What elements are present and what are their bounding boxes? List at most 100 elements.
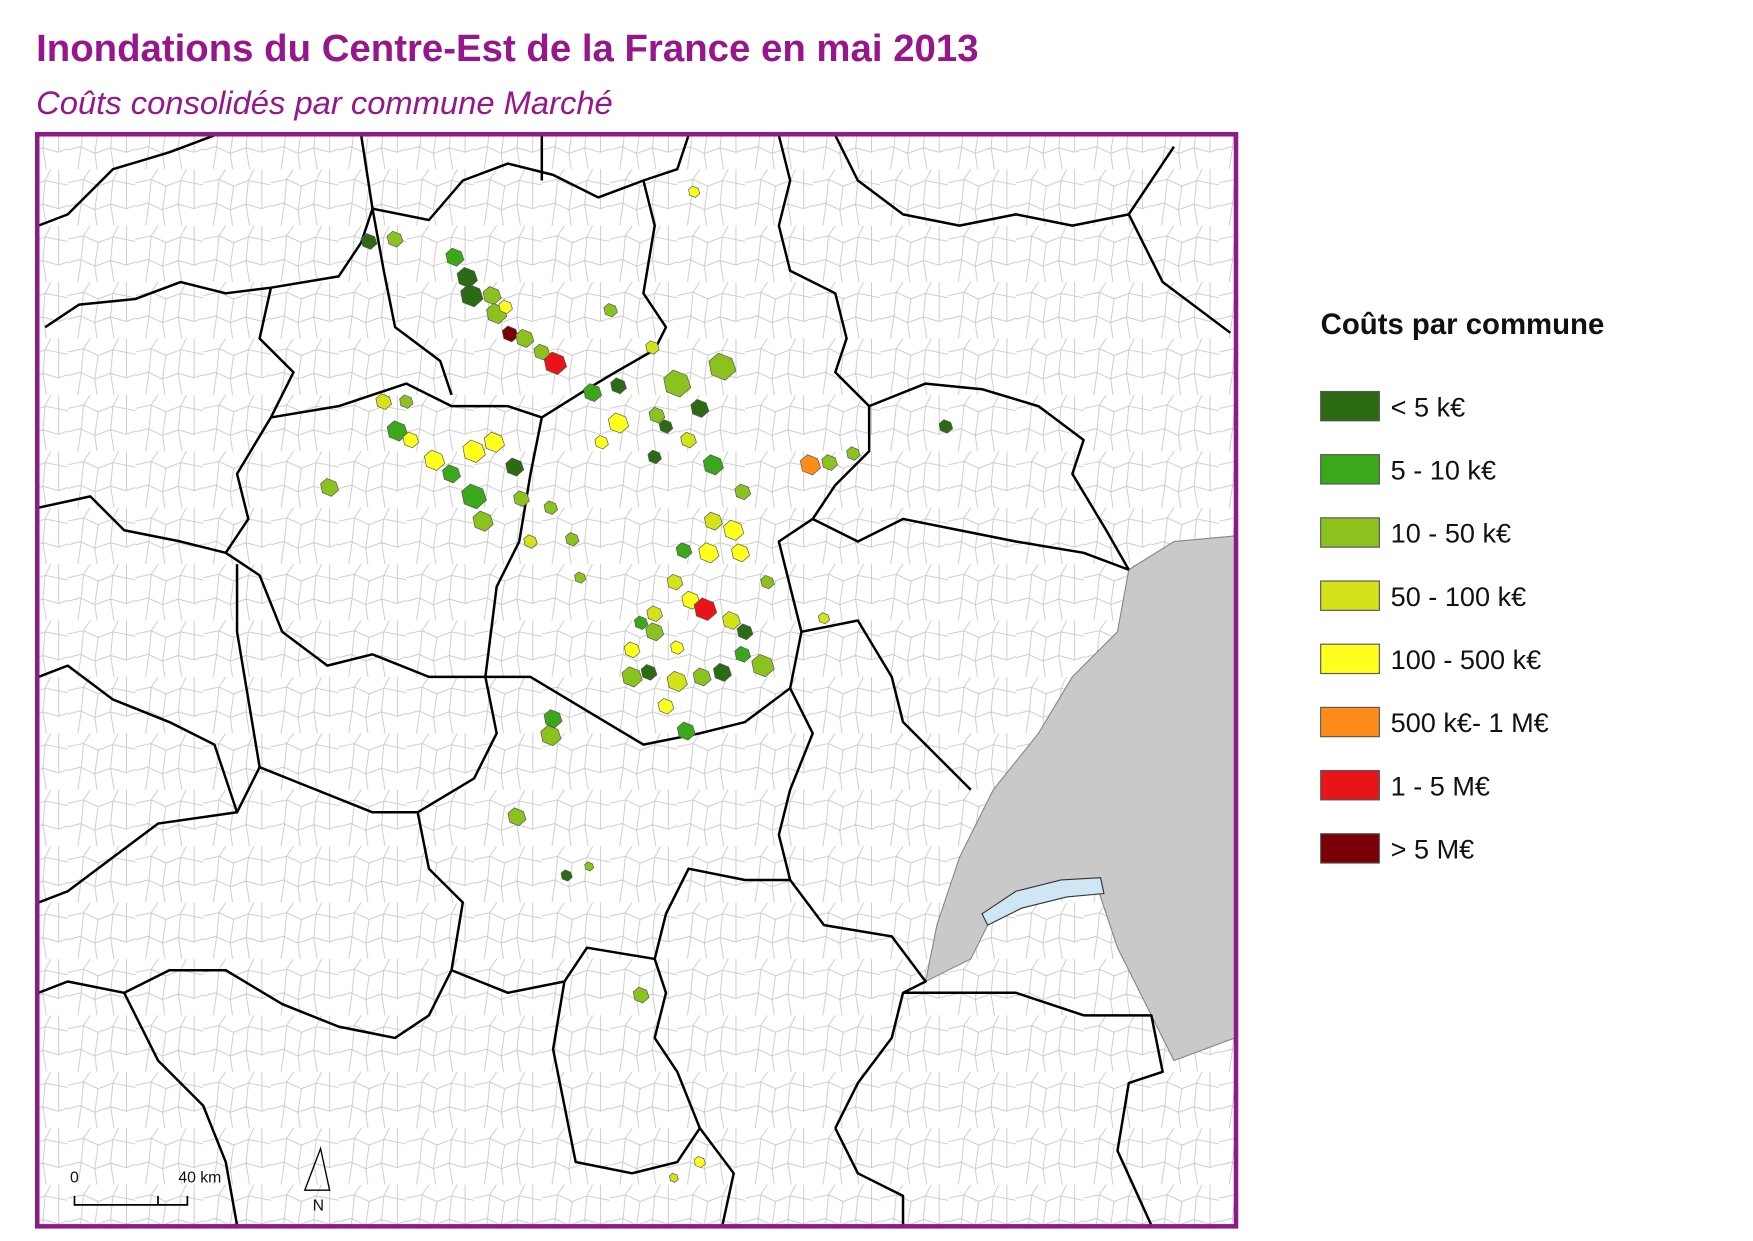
affected-commune: [734, 483, 752, 501]
affected-commune: [670, 640, 685, 655]
affected-commune: [565, 532, 580, 547]
affected-commune: [513, 490, 530, 507]
scale-label: 0: [70, 1169, 79, 1186]
affected-commune: [698, 542, 720, 564]
affected-commune: [483, 431, 505, 453]
affected-commune: [523, 534, 538, 549]
affected-commune: [938, 419, 954, 434]
affected-commune: [693, 597, 718, 621]
affected-commune: [751, 653, 775, 678]
affected-commune: [460, 283, 484, 308]
affected-commune: [472, 510, 494, 532]
legend-label: > 5 M€: [1391, 834, 1475, 865]
legend-label: 100 - 500 k€: [1391, 644, 1542, 675]
affected-commune: [574, 571, 587, 584]
affected-commune: [543, 709, 563, 729]
affected-commune: [498, 299, 513, 315]
map-frame: [34, 131, 1239, 1229]
affected-commune: [658, 419, 674, 434]
affected-commune: [603, 303, 618, 318]
legend-swatch: [1320, 769, 1380, 801]
affected-commune: [703, 511, 723, 531]
affected-commune: [799, 454, 822, 476]
affected-commune: [675, 542, 693, 559]
affected-commune: [663, 369, 692, 398]
map: [38, 135, 1235, 1226]
legend-swatch: [1320, 580, 1380, 611]
affected-commune: [445, 247, 465, 267]
affected-commune: [680, 431, 697, 449]
affected-commune: [399, 394, 414, 409]
north-arrow: N: [303, 1146, 331, 1215]
title: Inondations du Centre-Est de la France e…: [36, 27, 978, 70]
affected-commune: [731, 543, 750, 563]
affected-commune: [632, 986, 650, 1004]
affected-commune: [424, 449, 446, 471]
affected-commune: [640, 664, 658, 681]
affected-commune: [456, 266, 478, 289]
affected-commune: [722, 611, 741, 630]
affected-commune: [608, 412, 630, 434]
affected-commune: [817, 612, 831, 625]
affected-commune: [693, 1155, 706, 1169]
affected-commune: [540, 725, 562, 747]
affected-commune: [543, 351, 568, 375]
legend-title: Coûts par commune: [1321, 308, 1605, 341]
affected-commune: [666, 573, 684, 591]
affected-commune: [736, 623, 754, 641]
affected-commune: [648, 406, 666, 424]
affected-commune: [442, 464, 461, 484]
affected-commune: [584, 861, 595, 872]
legend-swatch: [1320, 706, 1380, 738]
affected-commune: [760, 574, 775, 590]
affected-commune: [708, 352, 737, 381]
affected-commune: [692, 667, 712, 687]
affected-commune: [543, 500, 559, 515]
affected-commune: [676, 721, 696, 741]
affected-commune: [734, 646, 752, 663]
affected-commune: [583, 383, 603, 403]
legend-swatch: [1320, 643, 1380, 675]
legend-label: 5 - 10 k€: [1391, 454, 1496, 485]
affected-commune: [621, 666, 643, 688]
affected-commune: [623, 641, 641, 659]
legend-label: < 5 k€: [1391, 391, 1466, 422]
affected-commune: [634, 615, 649, 630]
affected-commune: [375, 393, 393, 410]
legend-swatch: [1320, 390, 1380, 422]
scale-label: 40 km: [178, 1169, 221, 1186]
department-boundaries: [38, 135, 1232, 1226]
affected-commune: [666, 670, 688, 692]
affected-commune: [560, 869, 573, 882]
affected-commune: [533, 343, 551, 361]
affected-commune: [482, 286, 502, 306]
affected-commune: [505, 457, 525, 477]
north-label: N: [313, 1198, 324, 1215]
affected-commune: [594, 435, 609, 450]
affected-commune: [386, 230, 404, 248]
legend-label: 1 - 5 M€: [1391, 770, 1490, 801]
scale-line: [73, 1195, 189, 1206]
affected-commune: [360, 233, 378, 250]
affected-commune: [462, 439, 486, 463]
legend-label: 50 - 100 k€: [1391, 581, 1527, 612]
legend-swatch: [1320, 454, 1380, 485]
affected-commune: [402, 431, 420, 449]
affected-commune: [846, 446, 861, 461]
affected-communes: [320, 185, 954, 1183]
subtitle: Coûts consolidés par commune Marché: [36, 84, 613, 121]
affected-commune: [821, 454, 838, 471]
affected-commune: [645, 622, 665, 642]
legend-label: 500 k€- 1 M€: [1391, 707, 1549, 738]
scale-bar: 0 40 km: [70, 1169, 221, 1206]
legend-swatch: [1320, 833, 1380, 864]
affected-commune: [690, 398, 710, 418]
lake: [981, 877, 1105, 926]
affected-commune: [668, 1172, 679, 1183]
affected-commune: [507, 807, 527, 827]
affected-commune: [646, 605, 663, 623]
legend-swatch: [1320, 517, 1380, 548]
affected-commune: [461, 483, 487, 510]
